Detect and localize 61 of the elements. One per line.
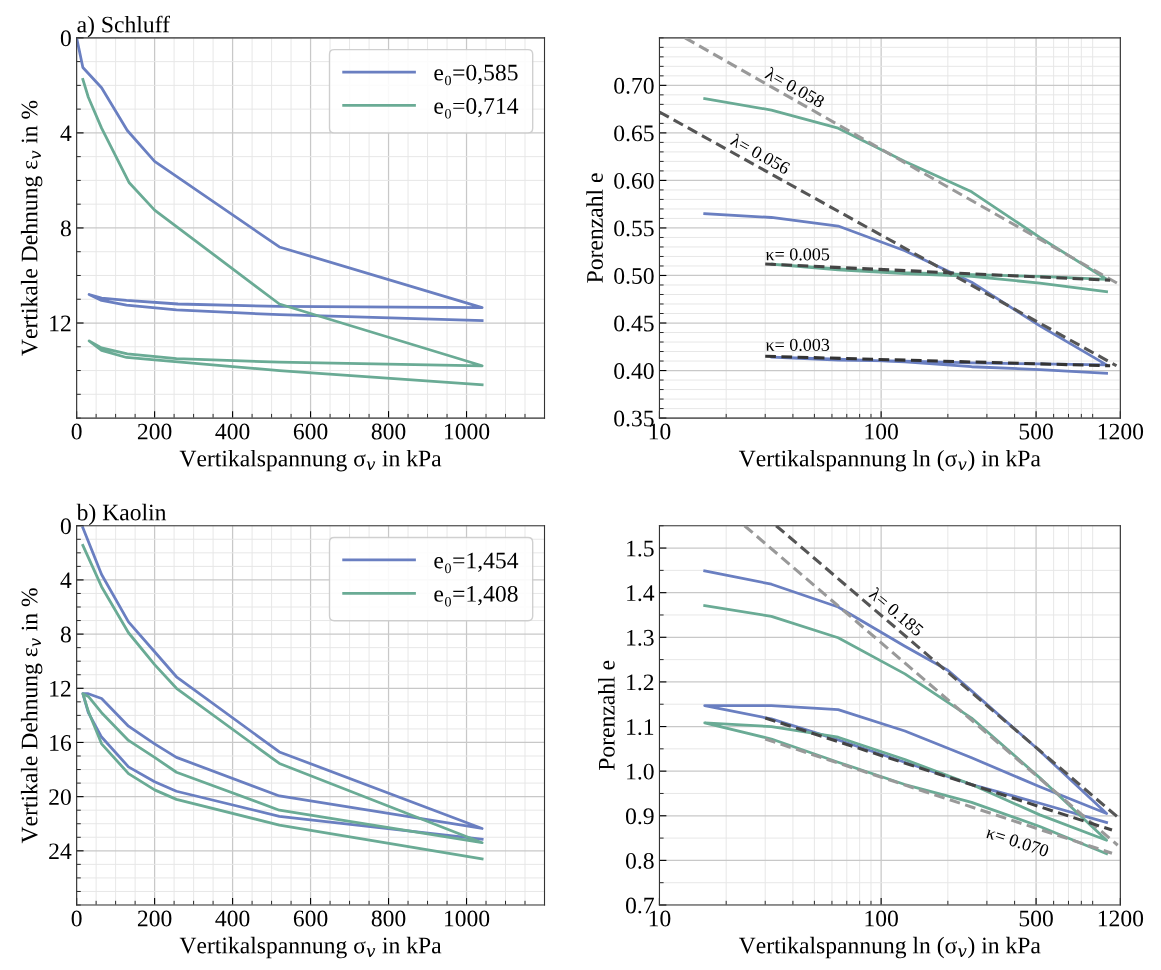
annotation: λ= 0.058 [764, 66, 826, 109]
x-tick-label: 1000 [444, 423, 490, 440]
y-tick-label: 0.8 [625, 852, 654, 869]
y-tick-label: 4 [60, 572, 72, 589]
y-tick-label: 0 [60, 30, 71, 47]
y-tick-label: 1.1 [627, 719, 654, 736]
annotation: κ= 0.003 [765, 338, 830, 351]
y-tick-label: 0.45 [614, 315, 654, 332]
y-tick-label: 8 [60, 626, 71, 643]
annotation: λ= 0.056 [729, 132, 792, 175]
chart-title: a) Schluff [77, 15, 170, 38]
y-tick-label: 12 [50, 315, 71, 332]
x-tick-label: 1000 [444, 910, 490, 927]
x-tick-label: 100 [865, 910, 898, 927]
y-tick-label: 0.55 [614, 220, 654, 237]
x-tick-label: 800 [371, 423, 406, 440]
x-tick-label: 200 [137, 910, 172, 927]
y-tick-label: 1.0 [627, 763, 654, 780]
y-tick-label: 4 [60, 125, 72, 142]
x-tick-label: 1200 [1098, 423, 1144, 440]
x-tick-label: 600 [293, 910, 328, 927]
x-axis-title: Vertikalspannung σ$_{v}$ in kPa [179, 449, 442, 472]
x-axis-title: Vertikalspannung ln (σ$_{v}$) in kPa [738, 449, 1041, 472]
y-tick-label: 0.40 [614, 363, 654, 380]
y-axis-title: Vertikale Dehnung ε$_{v}$ in % [20, 588, 43, 844]
y-tick-label: 1.2 [627, 674, 654, 691]
y-tick-label: 0.9 [625, 808, 654, 825]
x-tick-label: 500 [1019, 423, 1053, 440]
y-tick-label: 0.65 [614, 125, 654, 142]
x-axis-title: Vertikalspannung ln (σ$_{v}$) in kPa [738, 936, 1041, 959]
y-tick-label: 1.3 [627, 629, 654, 646]
y-axis-title: Vertikale Dehnung ε$_{v}$ in % [20, 100, 43, 356]
y-tick-label: 1.5 [627, 540, 654, 557]
y-axis-title: Porenzahl e [586, 173, 603, 283]
y-tick-label: 24 [49, 843, 72, 860]
y-tick-label: 12 [50, 680, 71, 697]
x-tick-label: 100 [865, 423, 898, 440]
y-tick-label: 20 [49, 789, 71, 806]
chart-title: b) Kaolin [76, 503, 167, 526]
y-tick-label: 0.70 [614, 77, 654, 94]
y-tick-label: 0.60 [614, 172, 654, 189]
y-tick-label: 0 [60, 518, 71, 535]
legend-label: e₀=0,714 [434, 97, 519, 119]
x-tick-label: 1200 [1098, 910, 1144, 927]
y-tick-label: 16 [50, 735, 72, 751]
x-tick-label: 800 [371, 910, 406, 927]
y-tick-label: 8 [60, 220, 71, 237]
annotation: κ= 0.005 [765, 248, 830, 261]
x-axis-title: Vertikalspannung σ$_{v}$ in kPa [179, 936, 442, 959]
legend-label: e₀=0,585 [434, 64, 518, 86]
y-tick-label: 1.4 [627, 585, 655, 602]
y-axis-title: Porenzahl e [598, 660, 615, 771]
legend-label: e₀=1,454 [434, 552, 519, 574]
y-tick-label: 0.50 [614, 267, 654, 285]
x-tick-label: 600 [293, 423, 328, 440]
annotation: κ= 0.070 [985, 825, 1050, 858]
x-tick-label: 500 [1019, 910, 1053, 927]
x-tick-label: 400 [215, 423, 250, 440]
x-tick-label: 400 [215, 910, 250, 927]
legend-label: e₀=1,408 [434, 585, 518, 607]
x-tick-label: 200 [137, 423, 172, 440]
